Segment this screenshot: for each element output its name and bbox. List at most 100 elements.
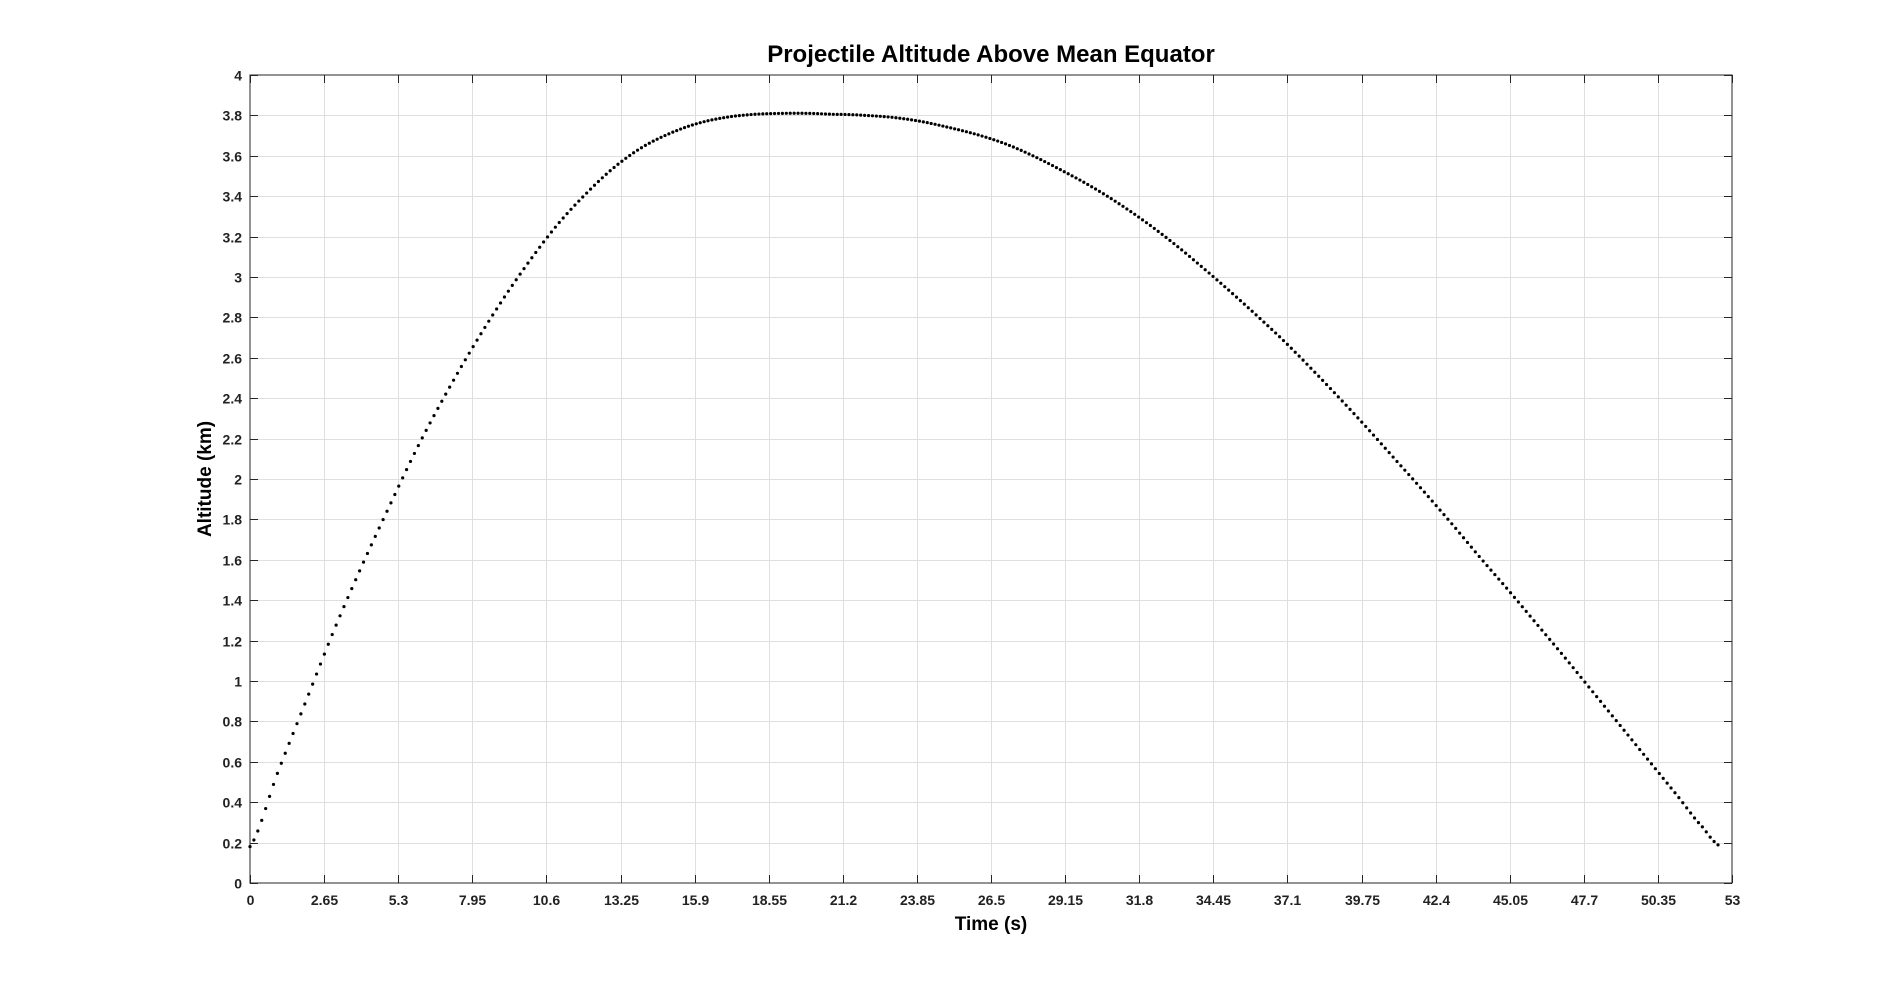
data-point [1199, 264, 1203, 268]
data-point [416, 443, 420, 448]
data-point [1168, 238, 1172, 243]
data-point [992, 138, 996, 142]
data-point [1340, 399, 1344, 403]
data-point [530, 256, 534, 260]
x-tick-label: 50.35 [1641, 892, 1676, 908]
data-point [1250, 309, 1254, 313]
data-point [1661, 776, 1665, 780]
data-point [1606, 709, 1611, 713]
data-point [776, 111, 781, 116]
data-point [1027, 152, 1031, 156]
data-point [1685, 806, 1689, 810]
grid-lines [250, 75, 1732, 883]
y-tick-label: 0.4 [223, 795, 243, 811]
data-point [1595, 694, 1599, 699]
data-point [949, 126, 953, 130]
data-point [1473, 550, 1477, 554]
data-point [467, 351, 471, 355]
data-point [827, 112, 831, 116]
data-point [510, 283, 514, 288]
x-tick-label: 10.6 [533, 892, 560, 908]
data-point [643, 143, 647, 147]
data-point [1344, 403, 1348, 407]
data-point [299, 712, 303, 716]
data-point [1544, 633, 1548, 637]
y-tick-label: 3.4 [223, 189, 243, 205]
x-tick-label: 47.7 [1571, 892, 1598, 908]
data-point [1305, 362, 1309, 366]
data-point [1630, 738, 1634, 742]
data-point [980, 134, 984, 138]
data-point [1461, 536, 1466, 540]
data-point [906, 117, 910, 121]
data-point [1591, 690, 1595, 694]
data-point [1062, 170, 1066, 174]
data-point [534, 250, 538, 255]
data-point [1039, 157, 1043, 162]
data-point [663, 133, 667, 138]
data-point [322, 652, 326, 656]
data-point [698, 121, 702, 125]
data-point [726, 115, 730, 119]
data-point [1121, 204, 1125, 208]
data-point [1681, 801, 1685, 805]
data-point [1109, 197, 1113, 201]
x-tick-label: 18.55 [752, 892, 787, 908]
data-point [1383, 446, 1387, 450]
y-tick-label: 0.2 [223, 836, 243, 852]
data-point [577, 199, 581, 203]
data-point [1023, 150, 1027, 154]
data-point [318, 662, 323, 666]
data-point [988, 136, 992, 141]
data-point [933, 122, 937, 126]
data-point [1348, 407, 1352, 411]
data-point [432, 414, 436, 418]
data-point [714, 117, 718, 121]
data-point [1321, 378, 1325, 382]
y-tick-label: 2.6 [223, 351, 243, 367]
data-point [1203, 268, 1207, 272]
data-point [526, 261, 530, 265]
data-point [1391, 455, 1395, 459]
x-tick-label: 37.1 [1274, 892, 1301, 908]
data-point [1097, 189, 1102, 193]
data-point [1011, 145, 1015, 149]
data-point [1191, 258, 1196, 262]
data-point [1031, 154, 1035, 158]
data-point [686, 124, 691, 128]
data-point [1395, 459, 1399, 464]
y-tick-label: 2 [234, 472, 242, 488]
data-point [628, 153, 632, 158]
y-tick-label: 4 [234, 68, 242, 84]
data-point [1689, 811, 1693, 815]
data-point [573, 203, 577, 207]
data-point [1426, 494, 1430, 499]
data-point [835, 112, 839, 116]
data-point [1700, 825, 1704, 829]
data-point [1645, 757, 1650, 761]
data-point [745, 113, 749, 117]
data-point [1638, 747, 1642, 752]
data-point [796, 111, 800, 115]
data-point [1634, 743, 1638, 747]
x-tick-label: 13.25 [604, 892, 639, 908]
data-point [953, 127, 957, 131]
data-point [361, 560, 366, 564]
data-point [737, 113, 741, 118]
y-tick-label: 3 [234, 270, 242, 286]
data-point [1215, 278, 1219, 282]
data-point [1610, 714, 1614, 718]
data-point [1598, 699, 1603, 704]
data-point [436, 406, 440, 410]
tick-marks [250, 75, 1733, 884]
data-point [1152, 226, 1156, 231]
data-point [1446, 517, 1450, 521]
data-point [267, 794, 272, 798]
y-tick-label: 2.4 [223, 391, 243, 407]
data-point [1270, 327, 1274, 331]
data-point [808, 111, 812, 115]
data-point [1160, 232, 1164, 236]
data-point [330, 632, 334, 637]
data-point [925, 121, 929, 125]
data-point [1493, 572, 1497, 577]
